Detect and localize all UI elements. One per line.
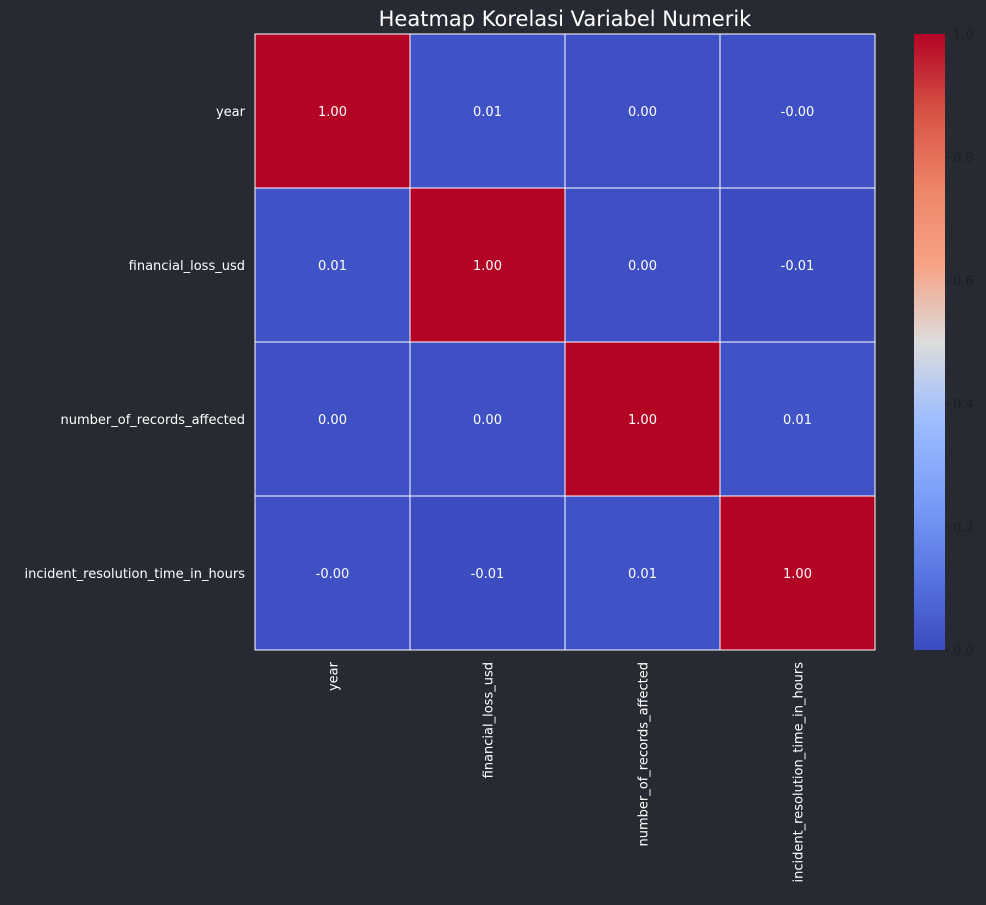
row-tick-label: incident_resolution_time_in_hours	[24, 567, 245, 582]
cell-value-label: -0.01	[471, 567, 505, 582]
cell-value-label: 1.00	[628, 413, 657, 428]
cell-value-label: 1.00	[318, 105, 347, 120]
colorbar-tick-label: 0.4	[953, 398, 974, 413]
col-labels: year financial_loss_usd number_of_records_…	[327, 661, 807, 882]
heatmap-cell	[409, 495, 566, 651]
cell-value-label: 0.00	[318, 413, 347, 428]
colorbar-tick-label: 1.0	[953, 28, 974, 43]
cell-value-label: 0.01	[783, 413, 812, 428]
heatmap-cell	[409, 33, 566, 189]
heatmap-cell	[719, 341, 876, 497]
cell-value-label: 0.01	[473, 105, 502, 120]
colorbar-tick-label: 0.6	[953, 274, 974, 289]
heatmap-cell	[254, 495, 411, 651]
heatmap-cell	[719, 495, 876, 651]
col-tick-label: financial_loss_usd	[482, 662, 497, 778]
cell-value-label: 1.00	[473, 259, 502, 274]
cell-value-label: 0.00	[628, 259, 657, 274]
col-tick-label: year	[327, 661, 342, 691]
cell-value-label: 0.00	[473, 413, 502, 428]
heatmap-cell	[564, 495, 721, 651]
colorbar-tick-label: 0.2	[953, 521, 974, 536]
row-tick-label: number_of_records_affected	[61, 413, 245, 428]
colorbar-tick-label: 0.8	[953, 151, 974, 166]
colorbar-gradient	[914, 34, 945, 650]
cell-value-label: -0.01	[781, 259, 815, 274]
cell-value-label: 0.00	[628, 105, 657, 120]
heatmap-cell	[719, 33, 876, 189]
cell-value-label: 1.00	[783, 567, 812, 582]
heatmap-cell	[409, 187, 566, 343]
colorbar-tick-label: 0.0	[953, 644, 974, 659]
row-labels: year financial_loss_usd number_of_records_…	[24, 105, 245, 582]
heatmap-cell	[409, 341, 566, 497]
cell-value-label: 0.01	[628, 567, 657, 582]
heatmap-cells: 1.00 0.01 0.00 -0.00 0.01 1.00 0.00 -0.01 0.00 0.…	[254, 33, 876, 651]
row-tick-label: year	[216, 105, 246, 120]
row-tick-label: financial_loss_usd	[129, 259, 245, 274]
heatmap-cell	[719, 187, 876, 343]
cell-value-label: -0.00	[316, 567, 350, 582]
col-tick-label: number_of_records_affected	[637, 662, 652, 846]
cell-value-label: 0.01	[318, 259, 347, 274]
heatmap-cell	[564, 187, 721, 343]
col-tick-label: incident_resolution_time_in_hours	[792, 662, 807, 883]
heatmap-cell	[254, 187, 411, 343]
cell-value-label: -0.00	[781, 105, 815, 120]
heatmap-cell	[254, 33, 411, 189]
chart-title: Heatmap Korelasi Variabel Numerik	[379, 7, 753, 31]
colorbar: 0.0 0.2 0.4 0.6 0.8 1.0	[914, 28, 974, 659]
heatmap-cell	[564, 33, 721, 189]
